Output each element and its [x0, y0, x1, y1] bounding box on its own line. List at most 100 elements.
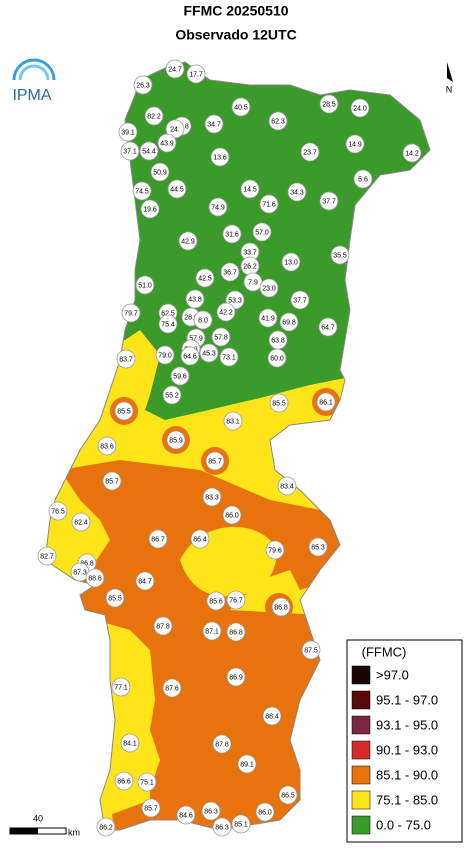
station-marker — [166, 430, 186, 450]
station: 13.6 — [210, 147, 230, 167]
station-value: 57.8 — [214, 334, 228, 341]
station-marker — [140, 199, 160, 219]
station-marker — [155, 345, 175, 365]
station-value: 55.2 — [165, 392, 179, 399]
station-value: 57.9 — [189, 335, 203, 342]
station-marker — [216, 302, 236, 322]
station: 77.1 — [111, 677, 131, 697]
station-value: 87.1 — [205, 628, 219, 635]
station-value: 85.7 — [105, 478, 119, 485]
station: 43.8 — [185, 289, 205, 309]
station-marker — [148, 529, 168, 549]
station-value: 42.9 — [181, 238, 195, 245]
station-value: 64.7 — [321, 324, 335, 331]
station: 83.7 — [116, 349, 136, 369]
station-marker — [135, 571, 155, 591]
station: 42.9 — [178, 231, 198, 251]
station: 40.5 — [231, 97, 251, 117]
station-value: 85.1 — [234, 821, 248, 828]
logo: IPMA — [12, 58, 56, 104]
station: 85.6 — [206, 591, 226, 611]
station-value: 43.8 — [188, 296, 202, 303]
station: 85.5 — [114, 401, 134, 421]
station-marker — [222, 505, 242, 525]
station-marker — [170, 366, 190, 386]
station: 75.4 — [158, 314, 178, 334]
station-marker — [157, 133, 177, 153]
station-marker — [180, 346, 200, 366]
station: 83.1 — [223, 411, 243, 431]
station-marker — [301, 640, 321, 660]
station: 84.6 — [176, 805, 196, 825]
station-value: 13.0 — [284, 259, 298, 266]
station: 37.7 — [290, 290, 310, 310]
legend-label: 0.0 - 75.0 — [376, 817, 431, 832]
north-arrow: N — [446, 62, 453, 94]
station: 85.7 — [102, 471, 122, 491]
station-value: 26.3 — [136, 82, 150, 89]
station: 85.7 — [141, 798, 161, 818]
station: 82.7 — [37, 546, 57, 566]
station-value: 40.5 — [234, 104, 248, 111]
station: 54.4 — [139, 141, 159, 161]
station: 44.5 — [167, 179, 187, 199]
station-value: 87.6 — [165, 685, 179, 692]
station-value: 86.2 — [99, 824, 113, 831]
station-marker — [111, 677, 131, 697]
station: 86.0 — [255, 802, 275, 822]
station-value: 86.0 — [258, 809, 272, 816]
station-value: 82.4 — [74, 519, 88, 526]
station: 73.1 — [219, 347, 239, 367]
station-value: 17.7 — [189, 71, 203, 78]
station: 86.0 — [222, 505, 242, 525]
station-value: 76.7 — [229, 597, 243, 604]
station-value: 23.0 — [262, 285, 276, 292]
station: 86.6 — [114, 771, 134, 791]
station-value: 86.8 — [80, 560, 94, 567]
station-marker — [167, 179, 187, 199]
station: 89.1 — [237, 754, 257, 774]
station-marker — [353, 169, 373, 189]
station-value: 43.9 — [160, 140, 174, 147]
station-value: 14.5 — [243, 186, 257, 193]
station-marker — [85, 568, 105, 588]
station: 64.6 — [180, 346, 200, 366]
station: 79.0 — [155, 345, 175, 365]
station-marker — [220, 262, 240, 282]
legend-label: 75.1 - 85.0 — [376, 792, 438, 807]
station-marker — [158, 314, 178, 334]
north-label: N — [446, 84, 453, 94]
station: 86.5 — [278, 785, 298, 805]
station-value: 89.1 — [240, 761, 254, 768]
station: 64.7 — [318, 317, 338, 337]
station: 62.3 — [268, 111, 288, 131]
station: 87.1 — [202, 621, 222, 641]
station: 85.3 — [308, 537, 328, 557]
station-marker — [116, 349, 136, 369]
station-marker — [237, 754, 257, 774]
station-value: 86.9 — [229, 674, 243, 681]
legend-swatch — [351, 665, 371, 685]
station-value: 54.4 — [142, 148, 156, 155]
station: 37.1 — [120, 141, 140, 161]
station: 28.5 — [319, 94, 339, 114]
station-marker — [165, 119, 185, 139]
station: 79.6 — [265, 540, 285, 560]
station-value: 42.2 — [219, 309, 233, 316]
station: 24.7 — [165, 59, 185, 79]
station: 24.0 — [350, 98, 370, 118]
station-value: 76.5 — [51, 508, 65, 515]
station-marker — [48, 501, 68, 521]
station: 36.7 — [220, 262, 240, 282]
station-marker — [186, 64, 206, 84]
station: 31.6 — [222, 224, 242, 244]
station-value: 85.3 — [311, 544, 325, 551]
legend-swatch — [351, 690, 371, 710]
station-marker — [231, 97, 251, 117]
station-value: 28.6 — [184, 314, 198, 321]
station-value: 14.2 — [405, 150, 419, 157]
station-value: 79.0 — [158, 352, 172, 359]
station-value: 8.0 — [198, 317, 208, 324]
scale-value: 40 — [33, 813, 43, 823]
station-value: 74.5 — [135, 188, 149, 195]
